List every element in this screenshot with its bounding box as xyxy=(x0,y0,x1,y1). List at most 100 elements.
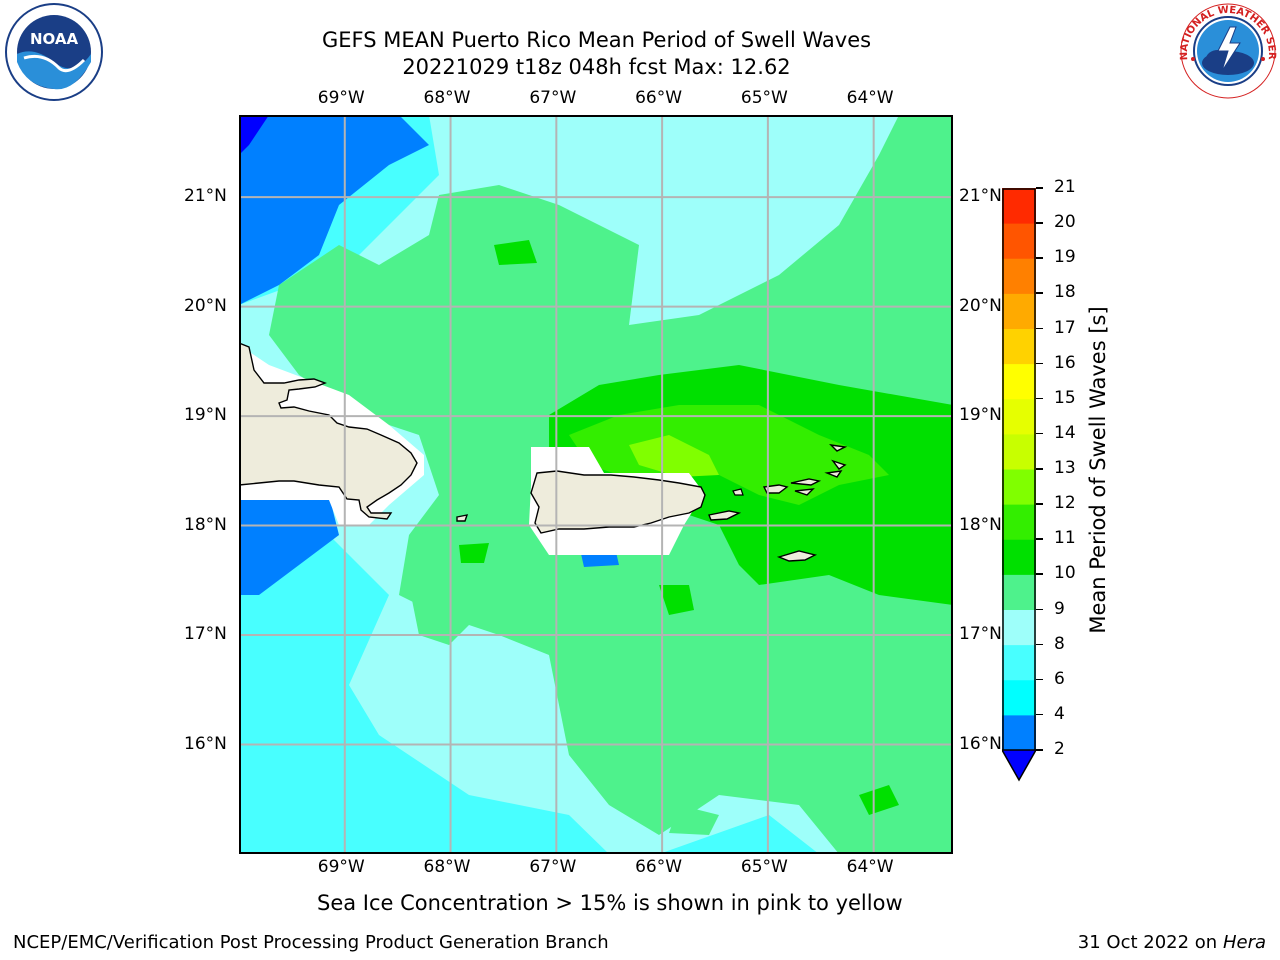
contour-9-10-islet xyxy=(669,805,719,835)
lon-tick-label-bottom: 67°W xyxy=(529,857,577,877)
gridlines xyxy=(239,115,953,854)
colorbar-segment xyxy=(1002,433,1036,470)
lon-tick-label-top: 64°W xyxy=(846,88,894,108)
colorbar-tick-mark xyxy=(1036,573,1043,575)
colorbar-segment xyxy=(1002,609,1036,646)
contour-10-11-islet2 xyxy=(659,585,694,615)
contour-12-13 xyxy=(629,435,719,477)
contour-10-11-islet3 xyxy=(859,785,899,815)
colorbar-tick-label: 8 xyxy=(1054,633,1065,654)
map-title-line2: 20221029 t18z 048h fcst Max: 12.62 xyxy=(402,55,791,79)
colorbar-tick-mark xyxy=(1036,713,1043,716)
colorbar-tick-label: 15 xyxy=(1054,387,1076,408)
colorbar-segment xyxy=(1002,679,1036,716)
footer-host: Hera xyxy=(1222,932,1266,953)
lat-tick-label-right: 20°N xyxy=(959,295,1002,316)
map-frame xyxy=(239,115,953,854)
lon-tick-label-bottom: 68°W xyxy=(423,857,471,877)
colorbar-frame xyxy=(1002,188,1036,750)
nws-logo: NATIONAL WEATHER SERVICE xyxy=(1174,0,1278,101)
colorbar-segment xyxy=(1002,258,1036,294)
map-panel xyxy=(239,115,953,854)
colorbar-tick-label: 21 xyxy=(1054,177,1076,197)
colorbar-segment xyxy=(1002,714,1036,751)
colorbar-segment xyxy=(1002,539,1036,575)
lon-tick-label-top: 65°W xyxy=(740,88,788,108)
colorbar-tick-mark xyxy=(1036,362,1043,365)
footer-right: 31 Oct 2022 on Hera xyxy=(1078,932,1266,953)
contour-below-2 xyxy=(239,115,269,155)
lon-tick-label-bottom: 66°W xyxy=(635,857,683,877)
lat-tick-label-right: 21°N xyxy=(959,186,1002,207)
colorbar-tick-mark xyxy=(1036,397,1043,400)
lat-tick-label-right: 18°N xyxy=(959,514,1002,535)
lat-tick-label-right: 19°N xyxy=(959,405,1002,426)
colorbar-tick-label: 19 xyxy=(1054,247,1076,268)
lat-tick-label-right: 16°N xyxy=(959,733,1002,754)
land-st-croix xyxy=(776,550,818,562)
contour-2-4-south xyxy=(239,475,339,595)
colorbar-tick-mark xyxy=(1036,678,1043,681)
colorbar-segment xyxy=(1002,398,1036,435)
lat-tick-label-left: 17°N xyxy=(184,624,227,645)
contour-9-10-islet2 xyxy=(859,235,929,345)
colorbar-tick-mark xyxy=(1036,608,1043,610)
colorbar-segment xyxy=(1002,504,1036,540)
colorbar-segment xyxy=(1002,223,1036,259)
colorbar-segment xyxy=(1002,469,1036,505)
colorbar-segment xyxy=(1002,574,1036,610)
colorbar-tick-mark xyxy=(1036,187,1043,189)
lon-tick-label-bottom: 65°W xyxy=(740,857,788,877)
colorbar-tick-label: 4 xyxy=(1054,703,1065,724)
noaa-logo-text: NOAA xyxy=(30,30,79,48)
lat-tick-label-left: 19°N xyxy=(184,405,227,426)
colorbar-tick-mark xyxy=(1036,643,1043,646)
colorbar-tick-mark xyxy=(1036,257,1043,259)
sea-ice-caption: Sea Ice Concentration > 15% is shown in … xyxy=(317,891,903,915)
footer-left: NCEP/EMC/Verification Post Processing Pr… xyxy=(13,932,609,953)
colorbar-tick-label: 12 xyxy=(1054,493,1076,514)
noaa-logo: NOAA xyxy=(4,2,104,102)
land-virgin-islands xyxy=(762,444,848,496)
lat-tick-label-left: 16°N xyxy=(184,733,227,754)
colorbar-tick-label: 20 xyxy=(1054,212,1076,233)
land-mona xyxy=(456,514,469,522)
colorbar-tick-mark xyxy=(1036,538,1043,540)
colorbar-tick-label: 17 xyxy=(1054,317,1076,338)
colorbar-tick-mark xyxy=(1036,503,1043,505)
lon-tick-label-bottom: 69°W xyxy=(317,857,365,877)
lon-tick-label-bottom: 64°W xyxy=(846,857,894,877)
contour-10-11-islet xyxy=(494,240,537,265)
lat-tick-label-left: 20°N xyxy=(184,295,227,316)
colorbar-tick-label: 6 xyxy=(1054,668,1065,689)
colorbar-tick-mark xyxy=(1036,292,1043,294)
lat-tick-label-left: 21°N xyxy=(184,186,227,207)
colorbar-segment xyxy=(1002,363,1036,400)
lat-tick-label-left: 18°N xyxy=(184,514,227,535)
lon-tick-label-top: 66°W xyxy=(635,88,683,108)
colorbar-tick-label: 9 xyxy=(1054,598,1065,619)
land-hispaniola xyxy=(239,342,418,520)
lon-tick-label-top: 68°W xyxy=(423,88,471,108)
colorbar-tick-label: 13 xyxy=(1054,458,1076,478)
land-culebra-islet xyxy=(732,488,744,496)
colorbar-extend-triangle xyxy=(1002,749,1036,782)
colorbar xyxy=(1002,188,1036,788)
map-title-line1: GEFS MEAN Puerto Rico Mean Period of Swe… xyxy=(321,28,872,52)
colorbar-tick-mark xyxy=(1036,327,1043,329)
colorbar-tick-label: 2 xyxy=(1054,739,1065,759)
colorbar-segment xyxy=(1002,188,1036,224)
lat-tick-label-right: 17°N xyxy=(959,624,1002,645)
colorbar-segment xyxy=(1002,293,1036,329)
colorbar-tick-label: 16 xyxy=(1054,352,1076,373)
land-vieques xyxy=(708,510,742,521)
colorbar-tick-mark xyxy=(1036,468,1043,470)
colorbar-tick-label: 14 xyxy=(1054,422,1076,443)
colorbar-segment xyxy=(1002,644,1036,681)
contour-10-11-islet4 xyxy=(459,543,489,563)
colorbar-tick-mark xyxy=(1036,749,1043,751)
colorbar-tick-label: 10 xyxy=(1054,563,1076,584)
footer-date: 31 Oct 2022 on xyxy=(1077,932,1223,953)
colorbar-tick-label: 11 xyxy=(1054,528,1076,549)
colorbar-segment xyxy=(1002,328,1036,365)
